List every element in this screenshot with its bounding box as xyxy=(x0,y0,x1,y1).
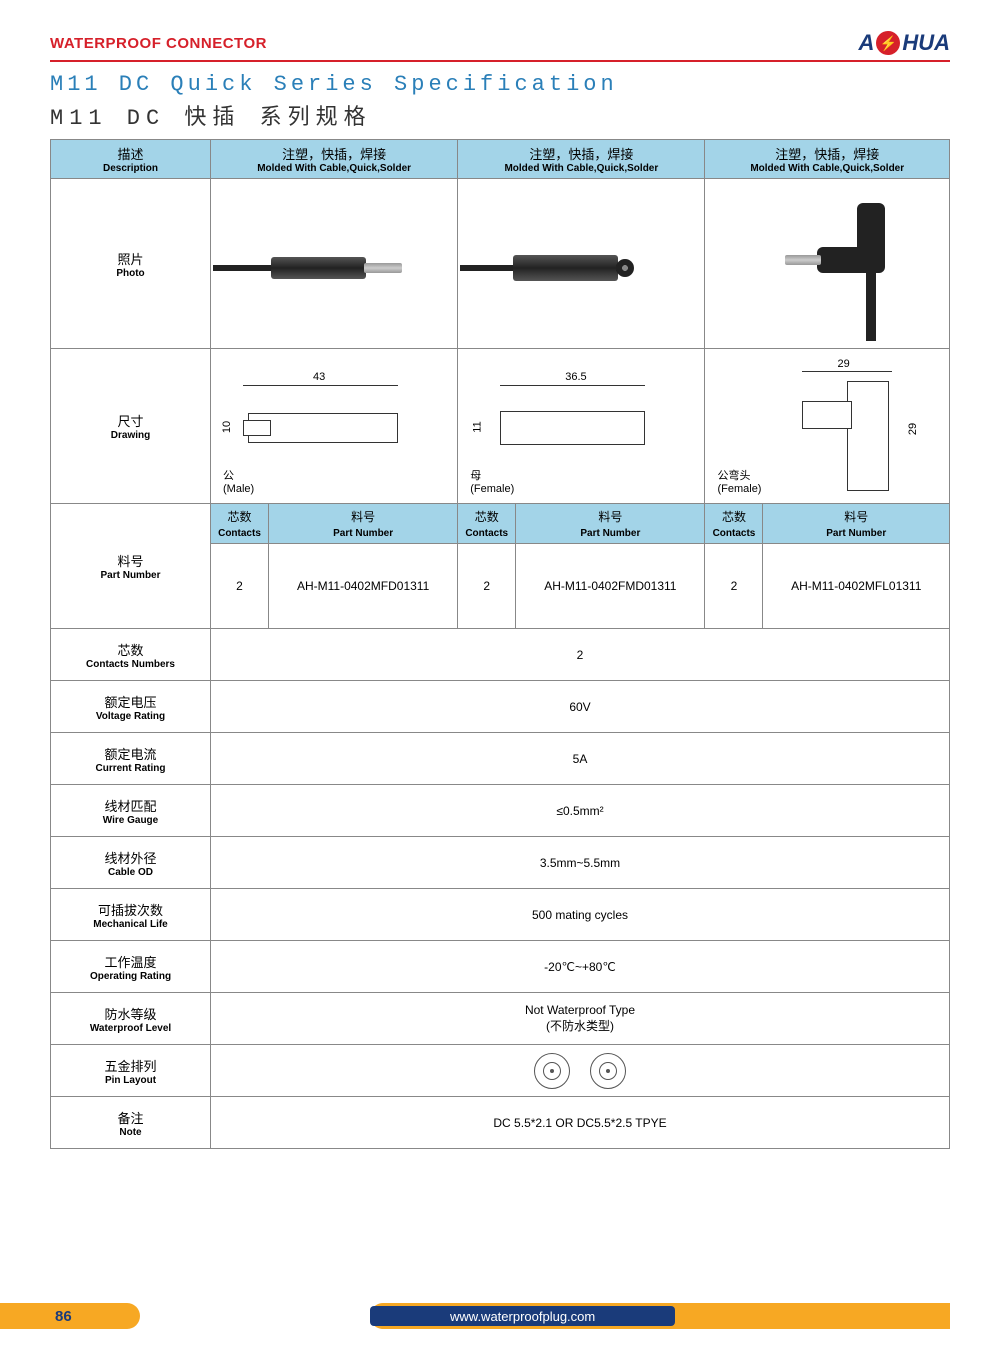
spec-row-value: Not Waterproof Type(不防水类型) xyxy=(211,993,950,1045)
spec-row-label: 工作温度Operating Rating xyxy=(51,941,211,993)
pn-1: AH-M11-0402MFD01311 xyxy=(269,544,458,629)
spec-row: 可插拔次数Mechanical Life500 mating cycles xyxy=(51,889,950,941)
desc-header: 描述 Description xyxy=(51,140,211,179)
drawing-label: 尺寸 Drawing xyxy=(51,349,211,504)
photo-label: 照片 Photo xyxy=(51,179,211,349)
spec-row-value xyxy=(211,1045,950,1097)
pn-3: AH-M11-0402MFL01311 xyxy=(763,544,950,629)
table-header-row: 描述 Description 注塑，快插，焊接 Molded With Cabl… xyxy=(51,140,950,179)
spec-row: 五金排列Pin Layout xyxy=(51,1045,950,1097)
spec-row-label: 线材外径Cable OD xyxy=(51,837,211,889)
spec-row: 工作温度Operating Rating-20℃~+80℃ xyxy=(51,941,950,993)
drawing-male: 43 10 公 (Male) xyxy=(211,349,458,504)
spec-row-value: 3.5mm~5.5mm xyxy=(211,837,950,889)
spec-row-value: 60V xyxy=(211,681,950,733)
page-number: 86 xyxy=(0,1303,140,1329)
gender-male: 公 (Male) xyxy=(223,467,254,495)
contacts-hdr-3: 芯数 Contacts xyxy=(705,504,763,544)
spec-row-label: 芯数Contacts Numbers xyxy=(51,629,211,681)
photo-male xyxy=(211,179,458,349)
header: WATERPROOF CONNECTOR A ⚡ HUA xyxy=(50,30,950,56)
photo-female xyxy=(458,179,705,349)
col2-header: 注塑，快插，焊接 Molded With Cable,Quick,Solder xyxy=(458,140,705,179)
spec-row-label: 五金排列Pin Layout xyxy=(51,1045,211,1097)
photo-elbow xyxy=(705,179,950,349)
spec-title-cn: M11 DC 快插 系列规格 xyxy=(50,99,950,131)
col3-header: 注塑，快插，焊接 Molded With Cable,Quick,Solder xyxy=(705,140,950,179)
partnum-label: 料号 Part Number xyxy=(51,504,211,629)
photo-row: 照片 Photo xyxy=(51,179,950,349)
spec-title-en: M11 DC Quick Series Specification xyxy=(50,72,950,97)
partnum-header-row: 料号 Part Number 芯数 Contacts 料号 Part Numbe… xyxy=(51,504,950,544)
pin-layout-icon xyxy=(534,1053,626,1089)
spec-row: 线材外径Cable OD3.5mm~5.5mm xyxy=(51,837,950,889)
drawing-elbow: 29 29 公弯头 (Female) xyxy=(705,349,950,504)
spec-row: 芯数Contacts Numbers2 xyxy=(51,629,950,681)
spec-row-label: 线材匹配Wire Gauge xyxy=(51,785,211,837)
pn-hdr-1: 料号 Part Number xyxy=(269,504,458,544)
spec-row: 线材匹配Wire Gauge≤0.5mm² xyxy=(51,785,950,837)
spec-row-value: 5A xyxy=(211,733,950,785)
spec-row: 额定电压Voltage Rating60V xyxy=(51,681,950,733)
logo-bolt-icon: ⚡ xyxy=(876,31,900,55)
spec-row: 防水等级Waterproof LevelNot Waterproof Type(… xyxy=(51,993,950,1045)
spec-row-value: -20℃~+80℃ xyxy=(211,941,950,993)
spec-row-label: 防水等级Waterproof Level xyxy=(51,993,211,1045)
contacts-1: 2 xyxy=(211,544,269,629)
drawing-row: 尺寸 Drawing 43 10 公 (Male) 36.5 11 xyxy=(51,349,950,504)
contacts-3: 2 xyxy=(705,544,763,629)
gender-elbow: 公弯头 (Female) xyxy=(717,467,761,495)
spec-row: 额定电流Current Rating5A xyxy=(51,733,950,785)
spec-row-label: 额定电压Voltage Rating xyxy=(51,681,211,733)
pn-hdr-2: 料号 Part Number xyxy=(516,504,705,544)
drawing-female: 36.5 11 母 (Female) xyxy=(458,349,705,504)
footer-url-bar: www.waterproofplug.com xyxy=(370,1303,950,1329)
logo-text-right: HUA xyxy=(902,30,950,56)
contacts-hdr-1: 芯数 Contacts xyxy=(211,504,269,544)
spec-row-value: 2 xyxy=(211,629,950,681)
footer-url: www.waterproofplug.com xyxy=(370,1306,675,1326)
header-rule xyxy=(50,60,950,62)
contacts-2: 2 xyxy=(458,544,516,629)
logo: A ⚡ HUA xyxy=(858,30,950,56)
gender-female: 母 (Female) xyxy=(470,467,514,495)
spec-row-label: 备注Note xyxy=(51,1097,211,1149)
spec-table: 描述 Description 注塑，快插，焊接 Molded With Cabl… xyxy=(50,139,950,1149)
logo-text-left: A xyxy=(858,30,874,56)
spec-row-value: 500 mating cycles xyxy=(211,889,950,941)
spec-row-value: ≤0.5mm² xyxy=(211,785,950,837)
pn-2: AH-M11-0402FMD01311 xyxy=(516,544,705,629)
spec-row-label: 额定电流Current Rating xyxy=(51,733,211,785)
spec-row-label: 可插拔次数Mechanical Life xyxy=(51,889,211,941)
pn-hdr-3: 料号 Part Number xyxy=(763,504,950,544)
spec-row-value: DC 5.5*2.1 OR DC5.5*2.5 TPYE xyxy=(211,1097,950,1149)
contacts-hdr-2: 芯数 Contacts xyxy=(458,504,516,544)
col1-header: 注塑，快插，焊接 Molded With Cable,Quick,Solder xyxy=(211,140,458,179)
header-title: WATERPROOF CONNECTOR xyxy=(50,35,267,52)
footer: 86 www.waterproofplug.com xyxy=(0,1303,1000,1329)
spec-row: 备注NoteDC 5.5*2.1 OR DC5.5*2.5 TPYE xyxy=(51,1097,950,1149)
